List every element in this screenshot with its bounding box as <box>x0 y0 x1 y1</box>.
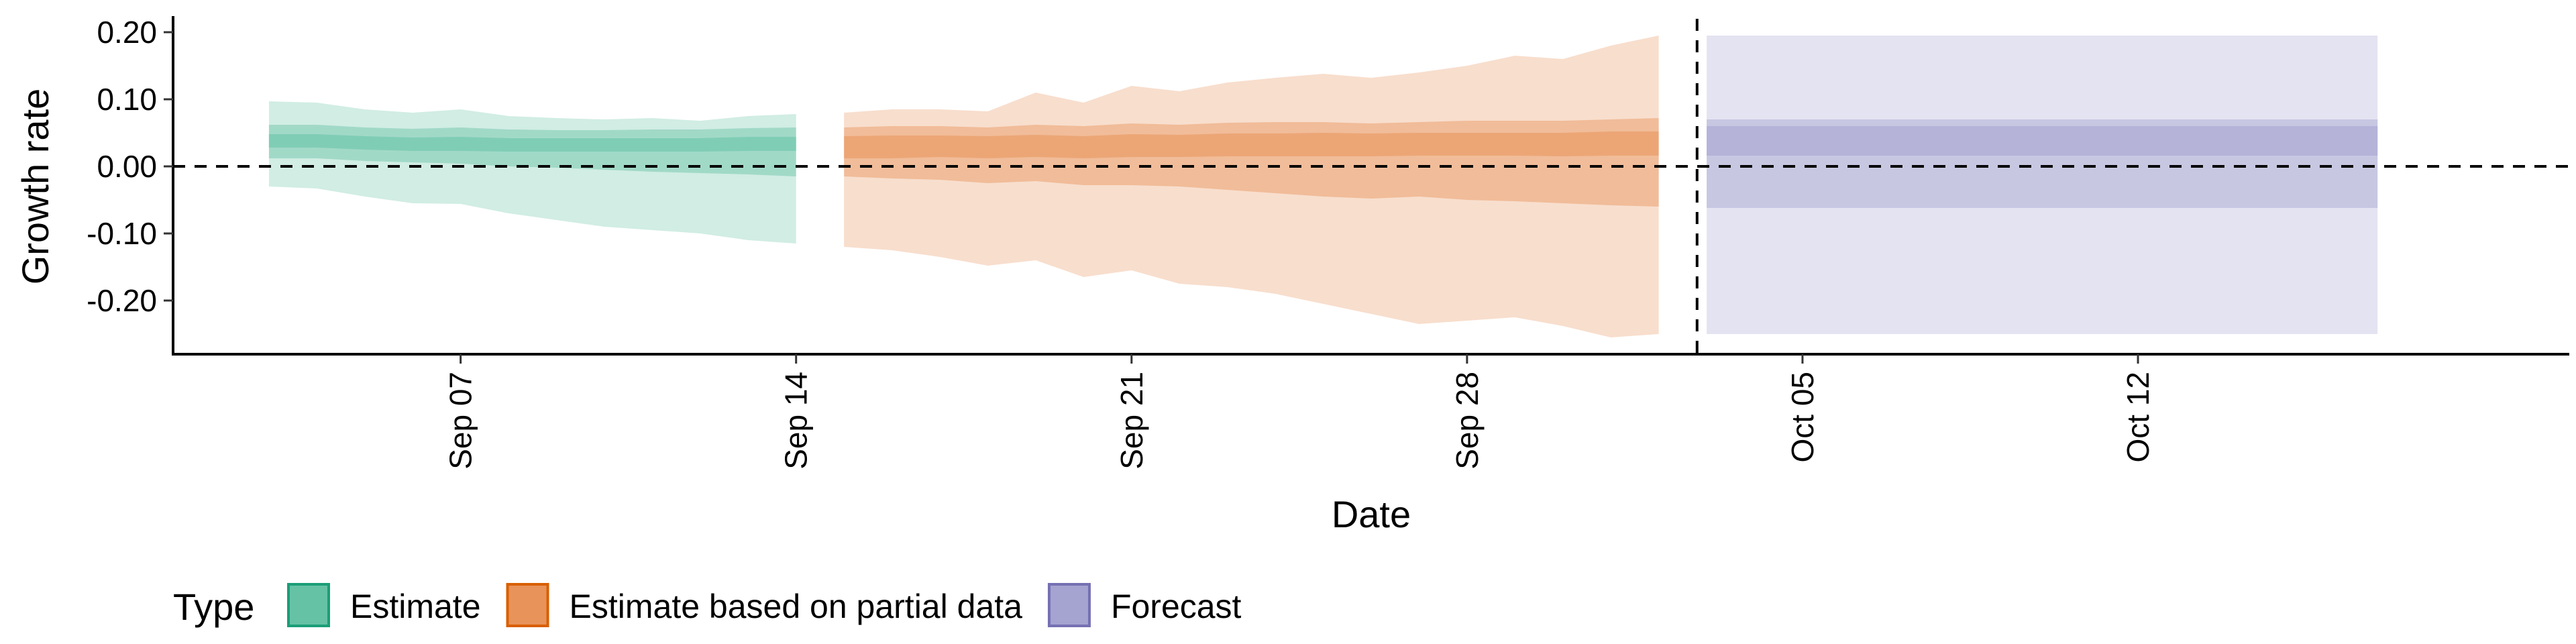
band-estimate-90 <box>268 101 796 244</box>
reference-lines <box>173 19 2569 354</box>
x-tick-label: Sep 28 <box>1450 372 1485 470</box>
y-tick-label: 0.20 <box>97 15 157 50</box>
y-tick-label: 0.00 <box>97 149 157 184</box>
axes: 0.20 0.10 0.00 -0.10 -0.20 Sep 07 Sep 14 Sep 21… <box>87 15 2569 470</box>
y-tick-label: -0.20 <box>87 283 157 318</box>
x-tick-label: Sep 21 <box>1114 372 1149 470</box>
band-estimate-20 <box>268 134 796 152</box>
legend-title: Type <box>173 586 254 628</box>
legend-swatch-forecast <box>1047 583 1091 627</box>
band-forecast-90 <box>1707 36 2378 334</box>
band-estimate-based-on-partial-data-90 <box>844 36 1659 337</box>
bands-layer <box>268 36 2378 337</box>
legend-label-forecast: Forecast <box>1111 588 1242 625</box>
y-tick-label: 0.10 <box>97 82 157 117</box>
x-tick-label: Oct 05 <box>1785 372 1820 463</box>
legend-swatch-estimate-based-on-partial-data <box>506 583 549 627</box>
band-estimate-based-on-partial-data-20 <box>844 131 1659 158</box>
x-tick-label: Sep 14 <box>779 372 814 470</box>
legend-label-estimate-based-on-partial-data: Estimate based on partial data <box>570 588 1023 625</box>
x-axis-title: Date <box>1332 493 1411 535</box>
legend-label-estimate: Estimate <box>350 588 481 625</box>
y-tick-label: -0.10 <box>87 216 157 251</box>
y-axis-title: Growth rate <box>14 89 56 285</box>
legend: Type Estimate Estimate based on partial d… <box>173 583 1242 628</box>
x-tick-label: Sep 07 <box>443 372 478 470</box>
x-tick-label: Oct 12 <box>2121 372 2155 463</box>
band-forecast-20 <box>1707 126 2378 156</box>
legend-swatch-estimate <box>287 583 330 627</box>
